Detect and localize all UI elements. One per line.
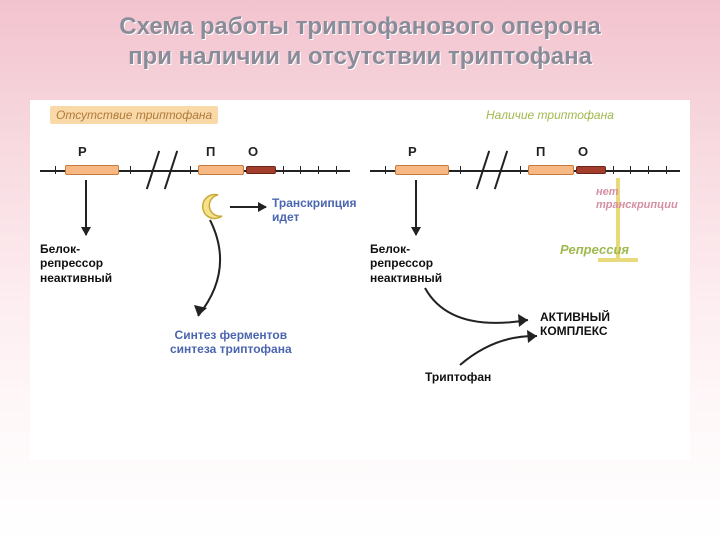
page-title: Схема работы триптофанового оперона при … [0, 0, 720, 72]
title-line2: при наличии и отсутствии триптофана [128, 43, 592, 70]
arrow-synthesis [180, 220, 250, 330]
repressor-label-left: Белок- репрессор неактивный [40, 242, 112, 285]
label-O-right: О [578, 144, 588, 159]
label-P-left: Р [78, 144, 87, 159]
tryptophan-label: Триптофан [425, 370, 491, 384]
promoter-box-left [65, 165, 119, 175]
synthesis-label: Синтез ферментов синтеза триптофана [170, 328, 292, 357]
panel-presence: Наличие триптофана Р П О нет транскрипци… [360, 100, 690, 460]
header-presence: Наличие триптофана [480, 106, 620, 124]
transcription-label: Транскрипция идет [272, 196, 357, 225]
pi-box-right [528, 165, 574, 175]
repression-foot [598, 258, 638, 262]
label-O-left: О [248, 144, 258, 159]
panel-absence: Отсутствие триптофана Р П О Белок- репре… [30, 100, 360, 460]
repressor-label-right: Белок- репрессор неактивный [370, 242, 442, 285]
arrow-repressor-left [85, 180, 87, 235]
moon-icon [200, 192, 228, 220]
header-absence: Отсутствие триптофана [50, 106, 218, 124]
arrow-to-complex-2 [455, 330, 545, 370]
no-transcription-label: нет транскрипции [596, 186, 690, 212]
operator-box-left [246, 166, 276, 174]
label-P-right: Р [408, 144, 417, 159]
arrow-repressor-right [415, 180, 417, 235]
promoter-box-right [395, 165, 449, 175]
diagram-area: Отсутствие триптофана Р П О Белок- репре… [30, 100, 690, 460]
label-Pi-left: П [206, 144, 215, 159]
active-complex-label: АКТИВНЫЙ КОМПЛЕКС [540, 310, 610, 339]
operator-box-right [576, 166, 606, 174]
label-Pi-right: П [536, 144, 545, 159]
repression-label: Репрессия [560, 242, 629, 258]
pi-box-left [198, 165, 244, 175]
arrow-transcription [230, 206, 266, 208]
title-line1: Схема работы триптофанового оперона [119, 13, 600, 40]
